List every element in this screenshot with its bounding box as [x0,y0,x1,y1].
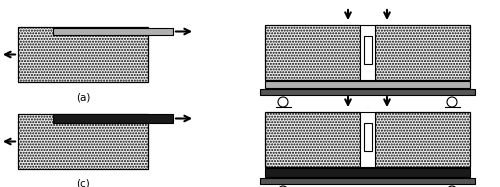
Bar [18,114,148,169]
Bar [265,168,470,177]
Bar [260,89,475,95]
Bar [53,114,173,123]
Bar [360,112,375,167]
Text: (b): (b) [360,113,375,123]
Bar [364,123,372,151]
Bar [364,36,372,64]
Text: (c): (c) [76,179,90,187]
Bar [360,25,375,80]
Bar [265,25,360,80]
Bar [375,25,470,80]
Bar [265,112,360,167]
Circle shape [447,97,457,107]
Bar [18,27,148,82]
Bar [53,28,173,35]
Circle shape [447,186,457,187]
Bar [260,178,475,184]
Bar [375,112,470,167]
Circle shape [278,186,288,187]
Bar [265,81,470,88]
Text: (a): (a) [76,92,90,102]
Circle shape [278,97,288,107]
